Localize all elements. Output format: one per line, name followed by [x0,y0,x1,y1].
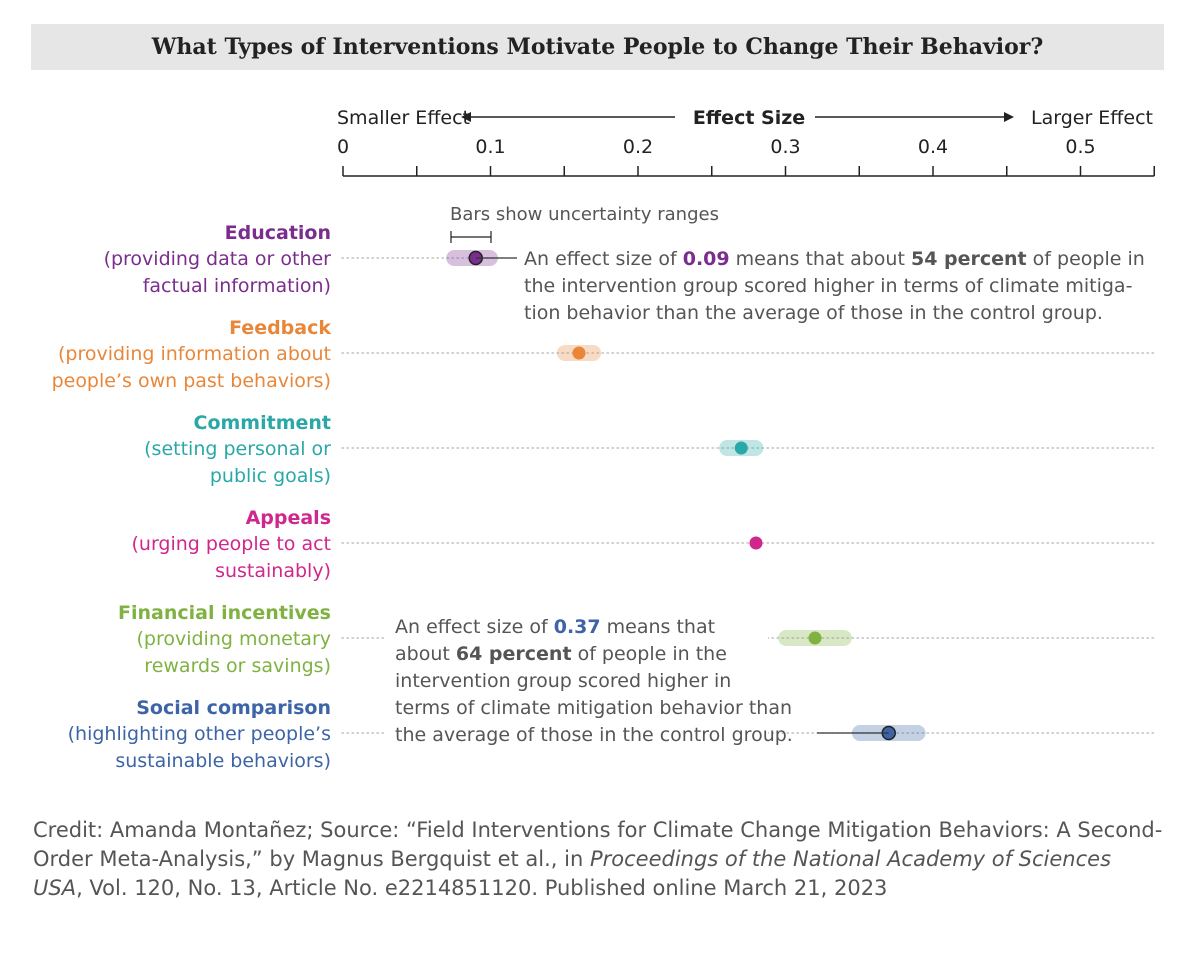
effect-size-chart: Smaller Effect Effect Size Larger Effect 0 0… [51,107,1158,772]
x-tick-label: 0.5 [1065,136,1095,158]
title-bar: What Types of Interventions Motivate Peo… [31,24,1164,70]
annotation-education-line: the intervention group scored higher in … [524,275,1132,297]
data-point [572,346,586,360]
annotation-social-line: An effect size of 0.37 means that [395,616,715,638]
data-point [734,441,748,455]
category-description: (urging people to act [131,533,331,555]
credit-journal: Proceedings of the National Academy of S… [33,847,1112,900]
credit-part1: Credit: Amanda Montañez; Source: “Field … [33,818,1163,871]
category-label: Education [225,222,331,244]
x-tick-label: 0.3 [770,136,800,158]
x-tick-label: 0.2 [623,136,653,158]
category-label: Commitment [194,412,331,434]
annotation-social-line: intervention group scored higher in [395,670,731,692]
row-social: Social comparison (highlighting other peo… [68,697,1155,772]
category-label: Feedback [229,317,331,339]
category-label: Social comparison [136,697,331,719]
annotation-social-line: the average of those in the control grou… [395,724,793,746]
data-point [749,536,763,550]
axis-left-label: Smaller Effect [337,107,470,129]
category-description: sustainably) [215,560,331,582]
category-description: rewards or savings) [144,655,331,677]
uncertainty-legend-text: Bars show uncertainty ranges [450,204,719,225]
category-label: Financial incentives [118,602,331,624]
category-description: public goals) [210,465,331,487]
category-description: people’s own past behaviors) [52,370,331,392]
credit-part2: , Vol. 120, No. 13, Article No. e2214851… [76,876,888,900]
annotation-social-line: about 64 percent of people in the [395,643,727,665]
annotation-education-line: tion behavior than the average of those … [524,302,1103,324]
annotation-mask [386,612,768,746]
category-description: (providing information about [58,343,331,365]
annotation-mask [498,246,1158,322]
credit-text: Credit: Amanda Montañez; Source: “Field … [33,816,1163,903]
category-description: factual information) [143,275,331,297]
x-tick-label: 0.1 [475,136,505,158]
x-tick-label: 0 [337,136,349,158]
category-description: sustainable behaviors) [115,750,331,772]
category-description: (highlighting other people’s [68,723,331,745]
category-description: (providing data or other [104,248,332,270]
x-tick-label: 0.4 [918,136,948,158]
annotation-social-line: terms of climate mitigation behavior tha… [395,697,792,719]
right-arrow-head [1004,112,1014,122]
chart-title: What Types of Interventions Motivate Peo… [151,34,1044,60]
annotation-education-line: An effect size of 0.09 means that about … [524,248,1145,270]
category-description: (setting personal or [144,438,331,460]
category-label: Appeals [246,507,331,529]
left-arrow-head [461,112,471,122]
axis-right-label: Larger Effect [1031,107,1153,129]
data-point [808,631,822,645]
row-feedback: Feedback (providing information about peop… [52,317,1155,392]
row-commitment: Commitment (setting personal or public goa… [144,412,1155,487]
axis-title: Effect Size [693,107,805,129]
category-description: (providing monetary [136,628,331,650]
row-appeals: Appeals (urging people to act sustainably) [131,507,1155,582]
